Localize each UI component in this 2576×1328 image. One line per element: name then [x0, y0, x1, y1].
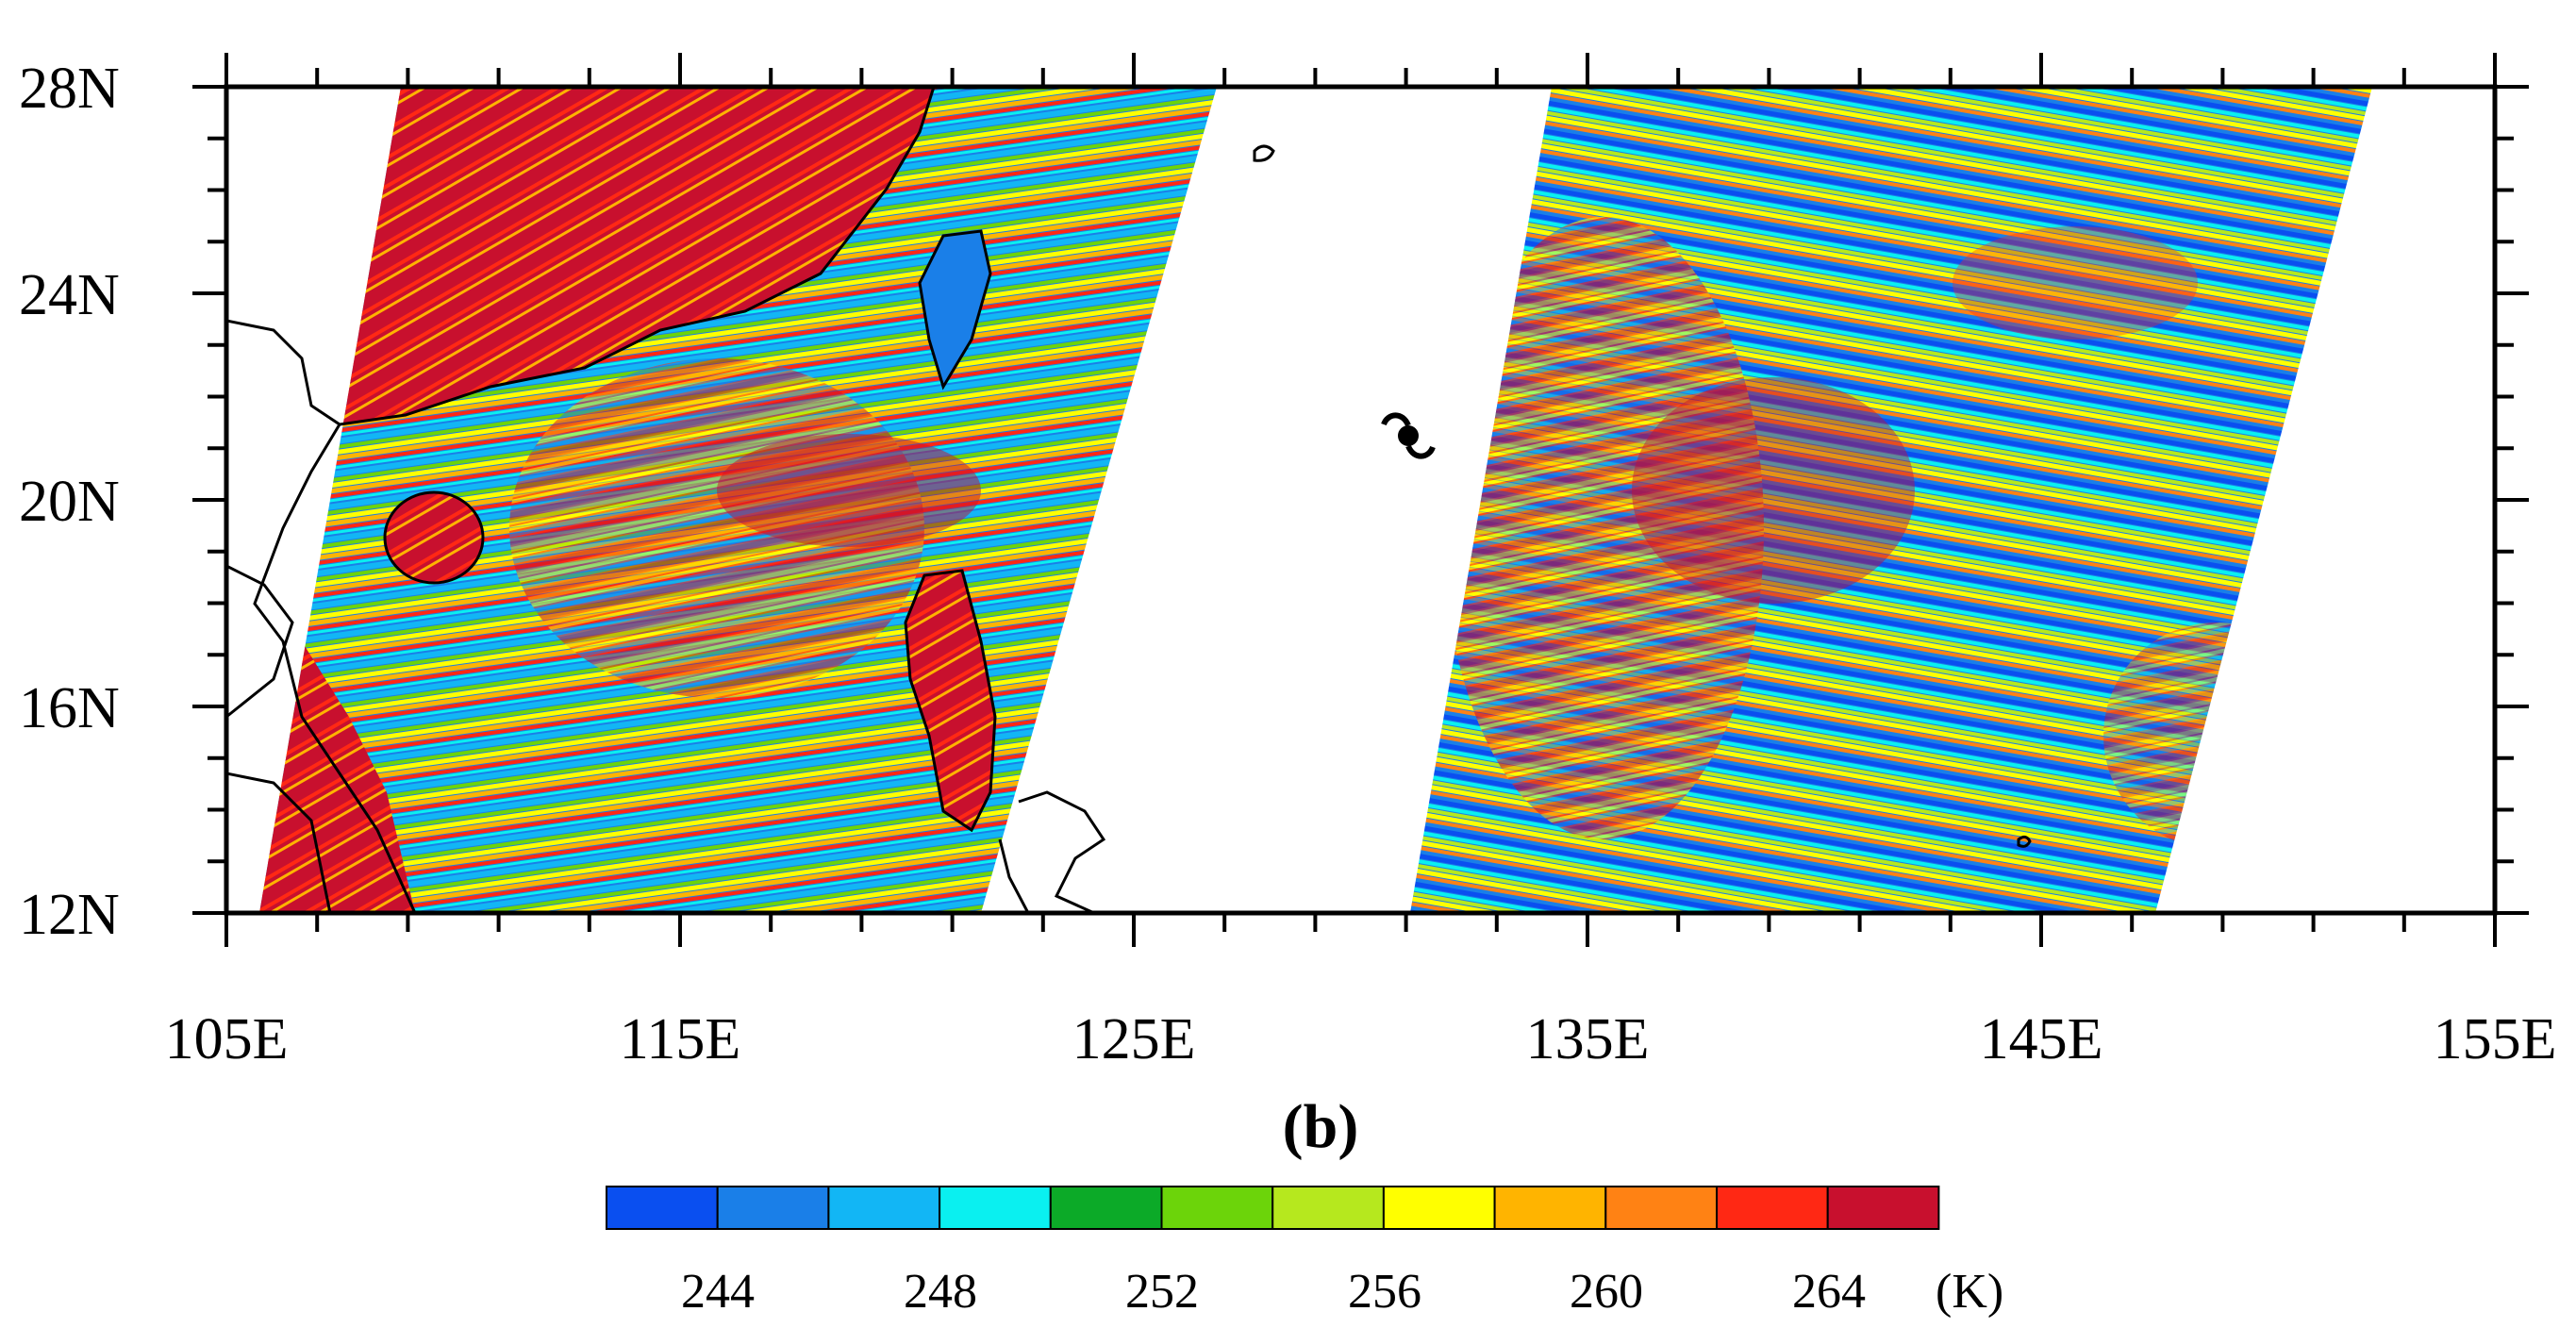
colorbar-tick-260: 260	[1570, 1265, 1643, 1319]
lat-label-28n: 28N	[19, 57, 120, 121]
colorbar-swatch	[716, 1186, 830, 1230]
latitude-labels: 28N 24N 20N 16N 12N	[19, 57, 120, 947]
mainland-landmass	[259, 87, 934, 443]
colorbar-swatch	[606, 1186, 719, 1230]
lon-label-155e: 155E	[2434, 1007, 2557, 1071]
taiwan-island	[920, 231, 990, 387]
colorbar-tick-252: 252	[1125, 1265, 1199, 1319]
colorbar-swatch	[1160, 1186, 1274, 1230]
colorbar-tick-256: 256	[1348, 1265, 1421, 1319]
typhoon-icon	[1381, 412, 1436, 459]
colorbar-swatch	[1716, 1186, 1829, 1230]
panel-label: (b)	[1283, 1092, 1359, 1161]
colorbar-swatch	[939, 1186, 1052, 1230]
lon-label-145e: 145E	[1980, 1007, 2103, 1071]
coastlines	[226, 87, 2032, 913]
lat-label-24n: 24N	[19, 263, 120, 327]
lon-label-105e: 105E	[165, 1007, 289, 1071]
colorbar-swatch	[1271, 1186, 1385, 1230]
colorbar: 244 248 252 256 260 264 (K)	[606, 1186, 2003, 1319]
colorbar-swatch	[1604, 1186, 1719, 1230]
lon-label-115e: 115E	[620, 1007, 741, 1071]
lat-label-16n: 16N	[19, 676, 120, 740]
colorbar-swatch	[1382, 1186, 1496, 1230]
colorbar-swatch	[1493, 1186, 1607, 1230]
luzon-island	[906, 571, 995, 830]
lat-label-20n: 20N	[19, 470, 120, 534]
colorbar-swatch	[1049, 1186, 1163, 1230]
colorbar-swatch	[827, 1186, 941, 1230]
colorbar-swatches	[606, 1186, 1940, 1230]
map-plot-area	[226, 87, 2495, 913]
hainan-island	[385, 492, 483, 583]
axis-ticks	[192, 53, 2529, 947]
longitude-labels: 105E 115E 125E 135E 145E 155E	[165, 1007, 2557, 1071]
colorbar-unit: (K)	[1936, 1265, 2003, 1319]
colorbar-tick-244: 244	[681, 1265, 755, 1319]
lon-label-125e: 125E	[1072, 1007, 1196, 1071]
colorbar-tick-264: 264	[1792, 1265, 1866, 1319]
colorbar-swatch	[1826, 1186, 1940, 1230]
lon-label-135e: 135E	[1526, 1007, 1650, 1071]
colorbar-tick-248: 248	[904, 1265, 977, 1319]
lat-label-12n: 12N	[19, 883, 120, 947]
